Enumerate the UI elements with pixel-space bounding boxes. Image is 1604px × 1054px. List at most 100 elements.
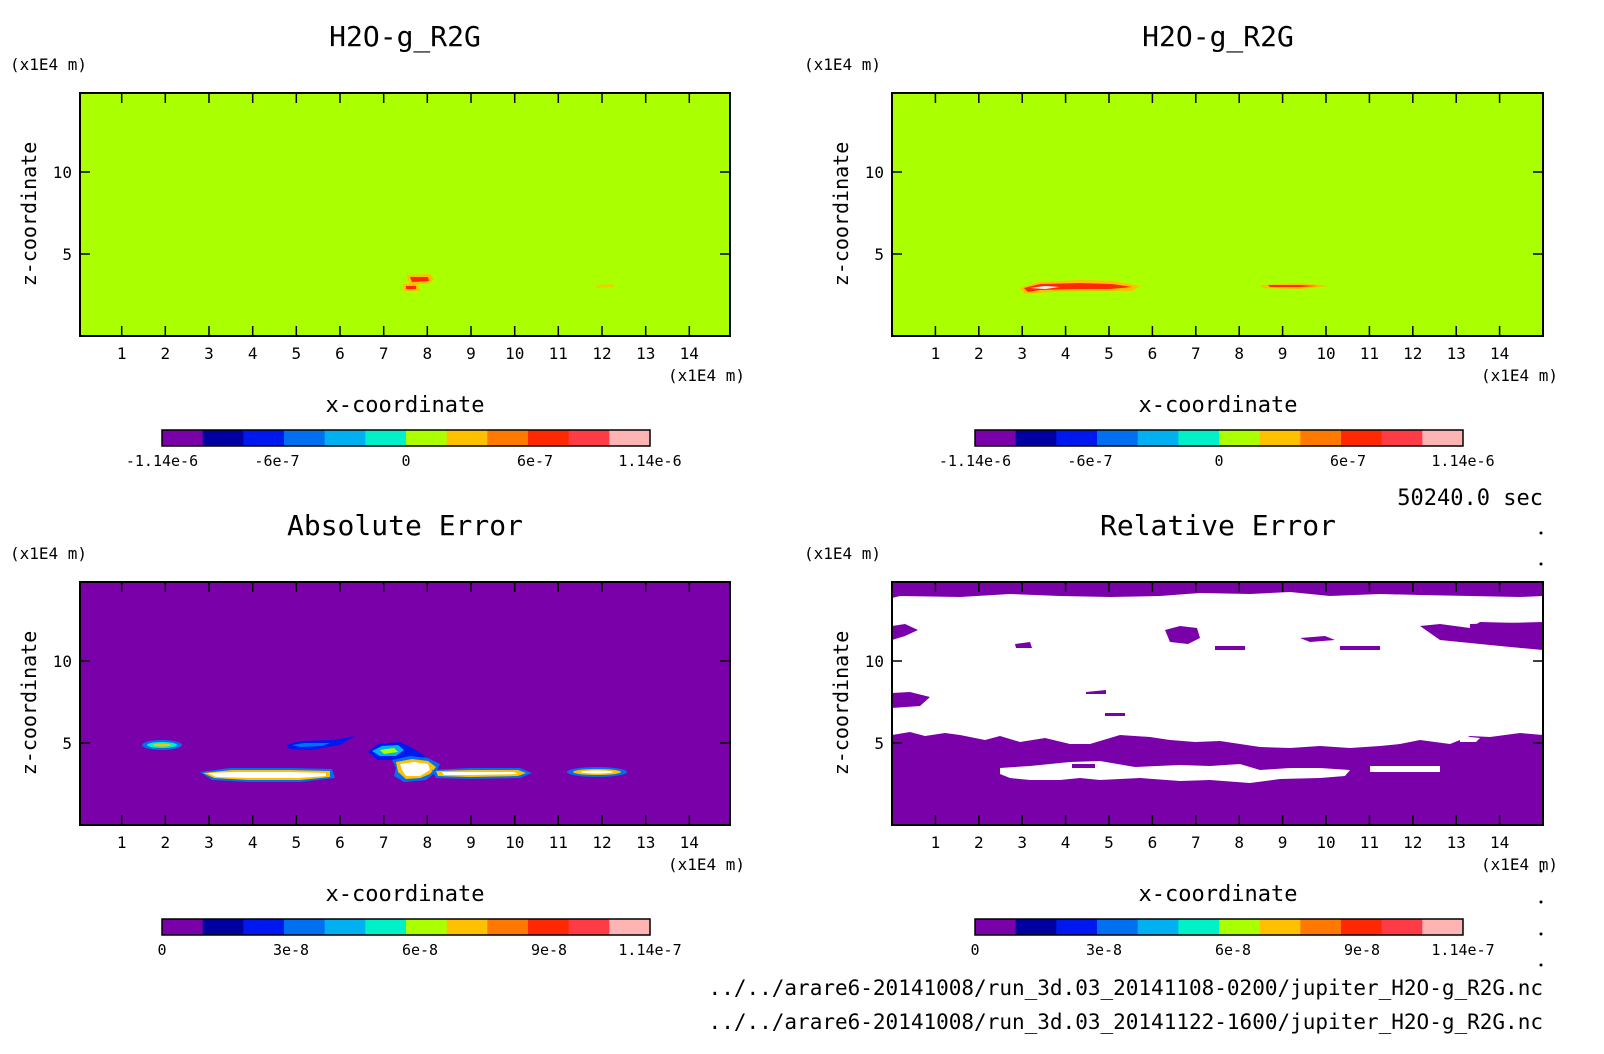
plot-frame — [891, 581, 1544, 826]
colorbar-bin — [365, 430, 407, 446]
x-tick-label: 1 — [931, 344, 941, 363]
colorbar-bin — [487, 919, 529, 935]
y-unit-label: (x1E4 m) — [804, 55, 881, 74]
blob-b-inner — [292, 743, 330, 747]
x-axis-label: x-coordinate — [1139, 882, 1298, 907]
colorbar-bin — [406, 430, 448, 446]
x-tick-label: 1 — [117, 833, 127, 852]
colorbar-bin — [365, 919, 407, 935]
colorbar-bin — [1137, 919, 1179, 935]
colorbar-bin — [324, 430, 366, 446]
x-tick-label: 9 — [1278, 833, 1288, 852]
plot-area — [80, 582, 730, 825]
x-ticks — [892, 93, 1543, 336]
x-tick-label: 7 — [1191, 833, 1201, 852]
x-tick-label: 5 — [291, 833, 301, 852]
x-tick-label: 2 — [974, 833, 984, 852]
colorbar-bin — [1137, 430, 1179, 446]
colorbar — [161, 918, 651, 936]
colorbar-frame — [974, 429, 1464, 447]
x-tick-label: 6 — [335, 833, 345, 852]
band-left-core — [208, 772, 326, 778]
x-tick-label: 13 — [1447, 344, 1466, 363]
feature-left-band-inner — [1030, 286, 1060, 289]
colorbar-bin — [975, 430, 1017, 446]
x-tick-label: 11 — [1360, 344, 1379, 363]
feature-red-2-core — [406, 286, 416, 289]
colorbar-bin — [162, 430, 204, 446]
x-tick-labels: 1 2 3 4 5 6 7 8 9 10 11 12 13 14 — [117, 344, 699, 363]
x-tick-label: 10 — [505, 344, 524, 363]
colorbar-bin — [1219, 430, 1261, 446]
x-tick-label: 12 — [592, 833, 611, 852]
file-path-2: ../../arare6-20141008/run_3d.03_20141122… — [709, 1010, 1543, 1034]
x-tick-label: 4 — [1061, 344, 1071, 363]
colorbar-bin — [1015, 919, 1057, 935]
y-axis-label: z-coordinate — [829, 142, 853, 287]
purple-hole-6 — [1470, 622, 1543, 632]
x-tick-label: 8 — [1234, 344, 1244, 363]
colorbar-bin — [609, 430, 651, 446]
x-tick-label: 13 — [636, 344, 655, 363]
x-tick-label: 9 — [1278, 344, 1288, 363]
x-ticks — [892, 582, 1543, 825]
x-tick-label: 10 — [1316, 833, 1335, 852]
y-tick-label: 10 — [53, 163, 72, 182]
x-tick-label: 12 — [592, 344, 611, 363]
band-mid-core — [400, 762, 430, 776]
colorbar-bin — [1097, 430, 1139, 446]
x-tick-label: 7 — [1191, 344, 1201, 363]
colorbar-bin — [446, 430, 488, 446]
y-tick-label: 10 — [865, 163, 884, 182]
colorbar-label: -1.14e-6 — [126, 452, 198, 470]
colorbar-bin — [1178, 430, 1220, 446]
x-tick-label: 2 — [974, 344, 984, 363]
colorbar-bin — [284, 430, 326, 446]
purple-hole-2 — [1015, 642, 1032, 648]
colorbar-label: 0 — [157, 941, 166, 959]
purple-hole-5 — [1340, 646, 1380, 650]
feature-red-1-core — [410, 277, 429, 282]
x-tick-label: 7 — [379, 344, 389, 363]
x-tick-label: 1 — [931, 833, 941, 852]
colorbar-bin — [1097, 919, 1139, 935]
colorbar-bin — [446, 919, 488, 935]
contour-features — [892, 592, 1543, 783]
colorbar-label: -1.14e-6 — [939, 452, 1011, 470]
colorbar-label: 3e-8 — [273, 941, 309, 959]
colorbar-label: 1.14e-7 — [1431, 941, 1494, 959]
colorbar-label: 0 — [1214, 452, 1223, 470]
colorbar-label: 6e-7 — [1330, 452, 1366, 470]
colorbar-bin — [1422, 430, 1464, 446]
blob-a-core — [153, 743, 171, 747]
file-path-1: ../../arare6-20141008/run_3d.03_20141108… — [709, 976, 1543, 1000]
x-tick-labels: 1 2 3 4 5 6 7 8 9 10 11 12 13 14 — [931, 833, 1510, 852]
purple-hole-8 — [1105, 713, 1125, 716]
x-tick-label: 14 — [680, 833, 699, 852]
contour-features — [1020, 280, 1330, 294]
panel-h2o-right: H2O-g_R2G (x1E4 m) — [804, 20, 1558, 470]
x-tick-label: 14 — [680, 344, 699, 363]
x-unit-label: (x1E4 m) — [1481, 366, 1558, 385]
purple-hole-7 — [1086, 690, 1106, 694]
colorbar-bin — [1300, 919, 1342, 935]
x-tick-label: 5 — [291, 344, 301, 363]
x-tick-label: 5 — [1104, 344, 1114, 363]
colorbar-label: 0 — [970, 941, 979, 959]
y-axis-label: z-coordinate — [829, 631, 853, 776]
colorbar-bin — [284, 919, 326, 935]
x-tick-label: 7 — [379, 833, 389, 852]
colorbar-label: 6e-8 — [402, 941, 438, 959]
y-unit-label: (x1E4 m) — [10, 544, 87, 563]
colorbar-label: 1.14e-6 — [1431, 452, 1494, 470]
x-tick-label: 3 — [204, 833, 214, 852]
contour-features — [403, 274, 614, 291]
feature-right-band-core — [1268, 285, 1318, 287]
colorbar-label: 3e-8 — [1086, 941, 1122, 959]
white-small-1 — [1370, 766, 1440, 772]
y-tick-label: 10 — [53, 652, 72, 671]
blob-c-core — [380, 748, 398, 754]
x-ticks — [80, 93, 730, 336]
contour-features — [142, 736, 627, 782]
colorbar-labels: -1.14e-6 -6e-7 0 6e-7 1.14e-6 — [939, 452, 1495, 470]
